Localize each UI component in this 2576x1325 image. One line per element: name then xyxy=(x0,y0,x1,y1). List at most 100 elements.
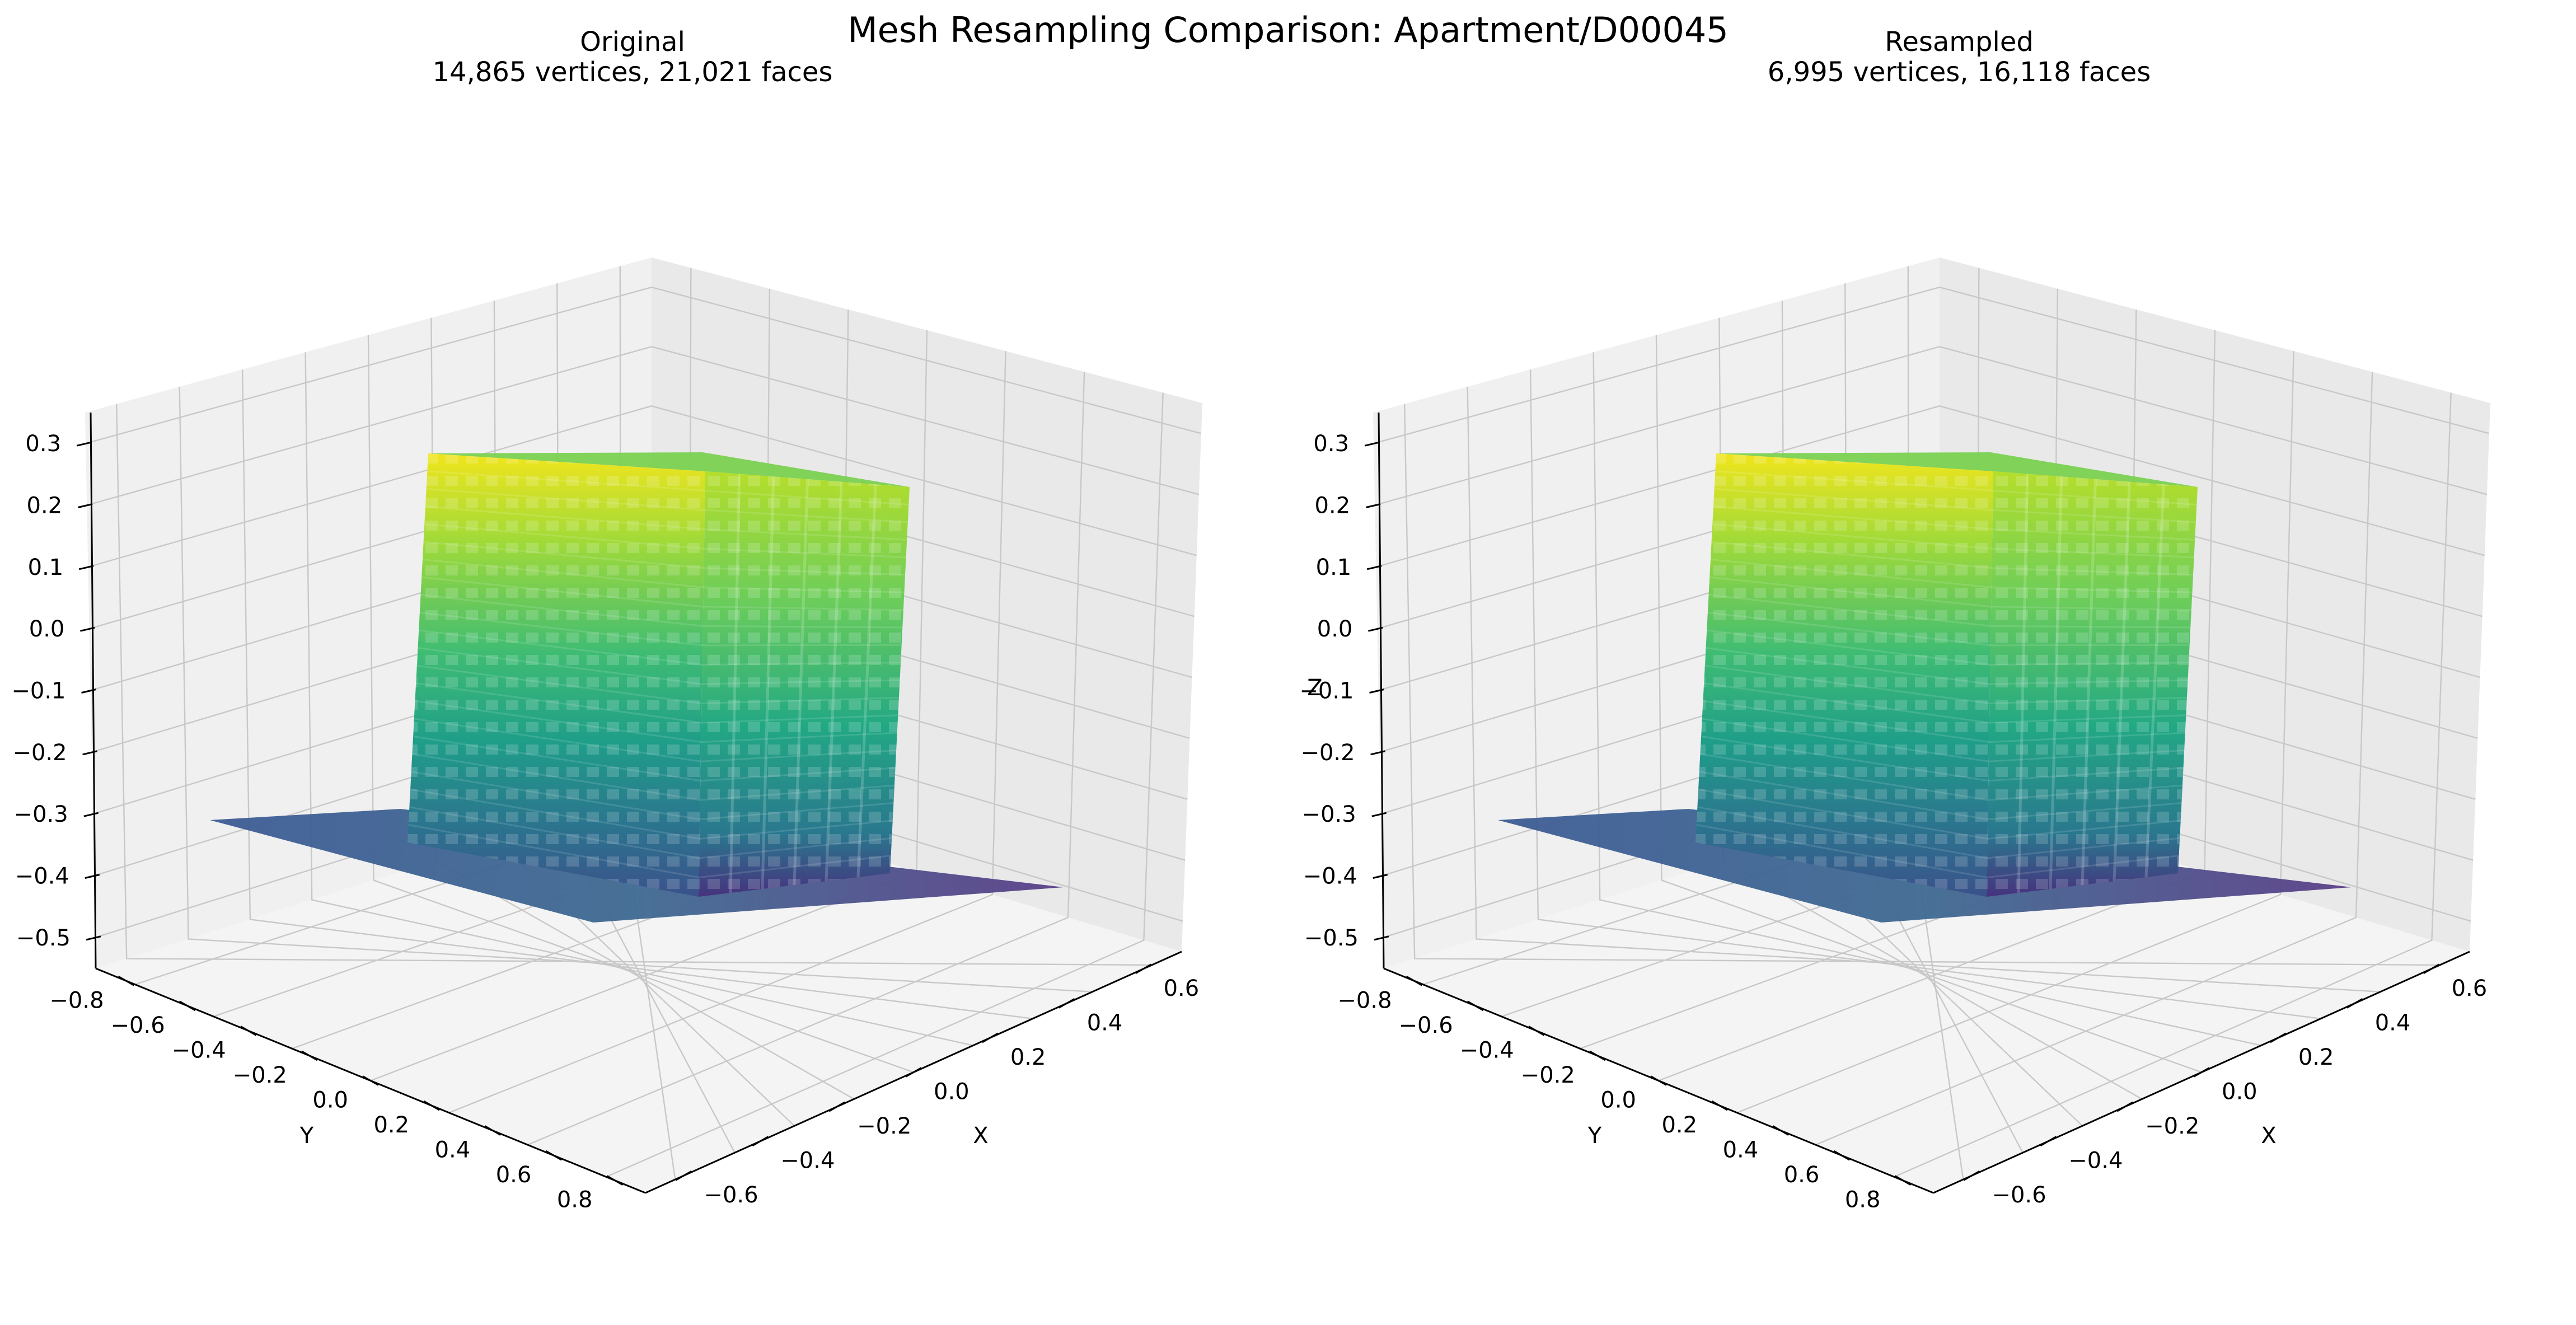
x-tick xyxy=(1135,963,1152,975)
y-tick-label: −0.8 xyxy=(1337,987,1392,1013)
z-tick xyxy=(76,441,92,447)
y-tick-label: 0.8 xyxy=(1845,1187,1881,1213)
z-tick-label: −0.5 xyxy=(16,925,71,951)
y-tick xyxy=(240,1026,257,1036)
building-column-edge xyxy=(2081,479,2097,886)
x-tick xyxy=(2270,1032,2287,1043)
z-tick-label: 0.0 xyxy=(29,616,65,642)
y-tick-label: 0.0 xyxy=(312,1088,348,1113)
z-tick-label: 0.0 xyxy=(1317,616,1353,642)
z-tick-label: −0.4 xyxy=(15,864,69,889)
building-floor-band xyxy=(410,788,893,840)
figure-title: Mesh Resampling Comparison: Apartment/D0… xyxy=(847,10,1729,50)
z-tick xyxy=(78,565,94,570)
building-floor-band xyxy=(1709,576,2191,611)
left-3d-plot: −0.5 −0.4 −0.3 −0.2 −0.1 0.0 0.1 0.2 0.3 −0.8 −0.6… xyxy=(11,257,1202,1213)
building-floor-band xyxy=(418,647,900,685)
building-floor-band xyxy=(425,505,907,541)
z-tick xyxy=(85,874,100,879)
x-gridline xyxy=(1815,372,2373,1146)
x-tick xyxy=(982,1032,999,1043)
z-tick xyxy=(1368,626,1383,632)
z-tick-label: 0.1 xyxy=(28,555,64,580)
z-tick-label: −0.4 xyxy=(1303,864,1357,889)
z-tick xyxy=(82,750,97,756)
y-tick xyxy=(1650,1075,1667,1086)
building-floor-band xyxy=(422,559,905,593)
building-floor-band xyxy=(1703,700,2185,743)
z-tick-label: 0.1 xyxy=(1316,555,1352,580)
z-tick-label: −0.3 xyxy=(14,802,68,827)
building-column-edge xyxy=(856,484,877,878)
building-floor-band xyxy=(408,823,891,879)
y-gridline xyxy=(1404,404,2440,966)
x-tick-label: 0.0 xyxy=(934,1079,969,1105)
y-tick xyxy=(362,1075,379,1086)
y-tick-label: −0.8 xyxy=(49,987,104,1013)
building-roof-mesh xyxy=(428,452,910,487)
building-floor-band xyxy=(1697,806,2180,859)
z-tick xyxy=(81,689,96,694)
x-tick-label: −0.4 xyxy=(780,1148,835,1174)
y-tick-label: 0.8 xyxy=(557,1187,593,1213)
building-floor-band xyxy=(1714,488,2196,523)
x-gridline xyxy=(448,351,1006,1113)
building-floor-band xyxy=(1702,718,2185,762)
x-gridline xyxy=(1736,351,2294,1113)
y-gridline xyxy=(367,335,914,1073)
building-floor-band xyxy=(1711,541,2194,576)
x-tick-label: −0.4 xyxy=(2068,1148,2123,1174)
y-tick-label: −0.4 xyxy=(1460,1037,1514,1063)
z-tick xyxy=(1365,503,1381,508)
building-column-edge xyxy=(793,479,809,886)
x-tick-label: −0.2 xyxy=(2145,1113,2199,1139)
x-tick-label: 0.6 xyxy=(1164,976,1200,1001)
building-floor-band xyxy=(419,611,902,647)
building-floor-band xyxy=(409,806,892,859)
building-floor-band xyxy=(427,470,909,505)
x-tick-label: 0.0 xyxy=(2222,1079,2257,1105)
x-tick-label: 0.4 xyxy=(1087,1010,1123,1036)
y-axis-label: Y xyxy=(1587,1123,1602,1149)
z-tick-label: −0.2 xyxy=(1300,740,1355,766)
z-tick-label: 0.2 xyxy=(27,493,63,519)
building-floor-band xyxy=(420,594,903,629)
building-floor-band xyxy=(413,736,896,782)
x-tick xyxy=(752,1136,769,1146)
z-tick-label: 0.3 xyxy=(1313,431,1349,457)
z-tick-label: −0.1 xyxy=(11,678,65,704)
right-3d-plot: −0.5 −0.4 −0.3 −0.2 −0.1 0.0 0.1 0.2 0.3 −0.8 −0.6… xyxy=(1299,257,2490,1213)
building-column-edge xyxy=(2049,476,2063,889)
y-tick-label: −0.4 xyxy=(172,1037,226,1063)
building-floor-band xyxy=(1698,788,2181,840)
x-tick xyxy=(2040,1136,2057,1146)
building-floor-band xyxy=(415,700,897,743)
building-front-windows xyxy=(1696,453,1993,897)
z-tick xyxy=(1371,812,1387,817)
z-tick xyxy=(1366,565,1382,570)
building-floor-band xyxy=(1707,629,2189,666)
x-tick xyxy=(675,1170,692,1181)
z-tick xyxy=(1373,874,1388,879)
building-floor-band xyxy=(426,488,908,523)
building-floor-band xyxy=(1710,559,2193,593)
building-column-edge xyxy=(2017,474,2029,893)
y-gridline xyxy=(1529,369,2321,1019)
building-column-edge xyxy=(825,481,843,882)
y-gridline xyxy=(305,352,973,1046)
building-roof-mesh xyxy=(1716,452,2198,487)
x-axis-label: X xyxy=(2261,1123,2276,1149)
y-tick-label: 0.6 xyxy=(1784,1162,1820,1188)
z-gridline xyxy=(1375,405,2485,568)
y-tick-label: −0.6 xyxy=(111,1013,165,1038)
y-axis-label: Y xyxy=(299,1123,314,1149)
y-tick xyxy=(545,1150,563,1161)
z-tick-label: 0.2 xyxy=(1315,493,1351,519)
building-floor-band xyxy=(416,664,899,705)
z-tick xyxy=(1364,441,1380,447)
x-tick xyxy=(2116,1101,2133,1112)
y-tick xyxy=(484,1125,501,1136)
y-tick xyxy=(423,1100,440,1111)
right-panel-name: Resampled xyxy=(1885,26,2034,58)
z-tick xyxy=(83,812,99,817)
